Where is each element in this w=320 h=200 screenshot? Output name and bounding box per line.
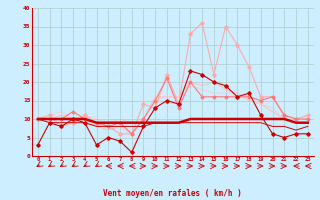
Text: Vent moyen/en rafales ( km/h ): Vent moyen/en rafales ( km/h ) — [103, 189, 242, 198]
